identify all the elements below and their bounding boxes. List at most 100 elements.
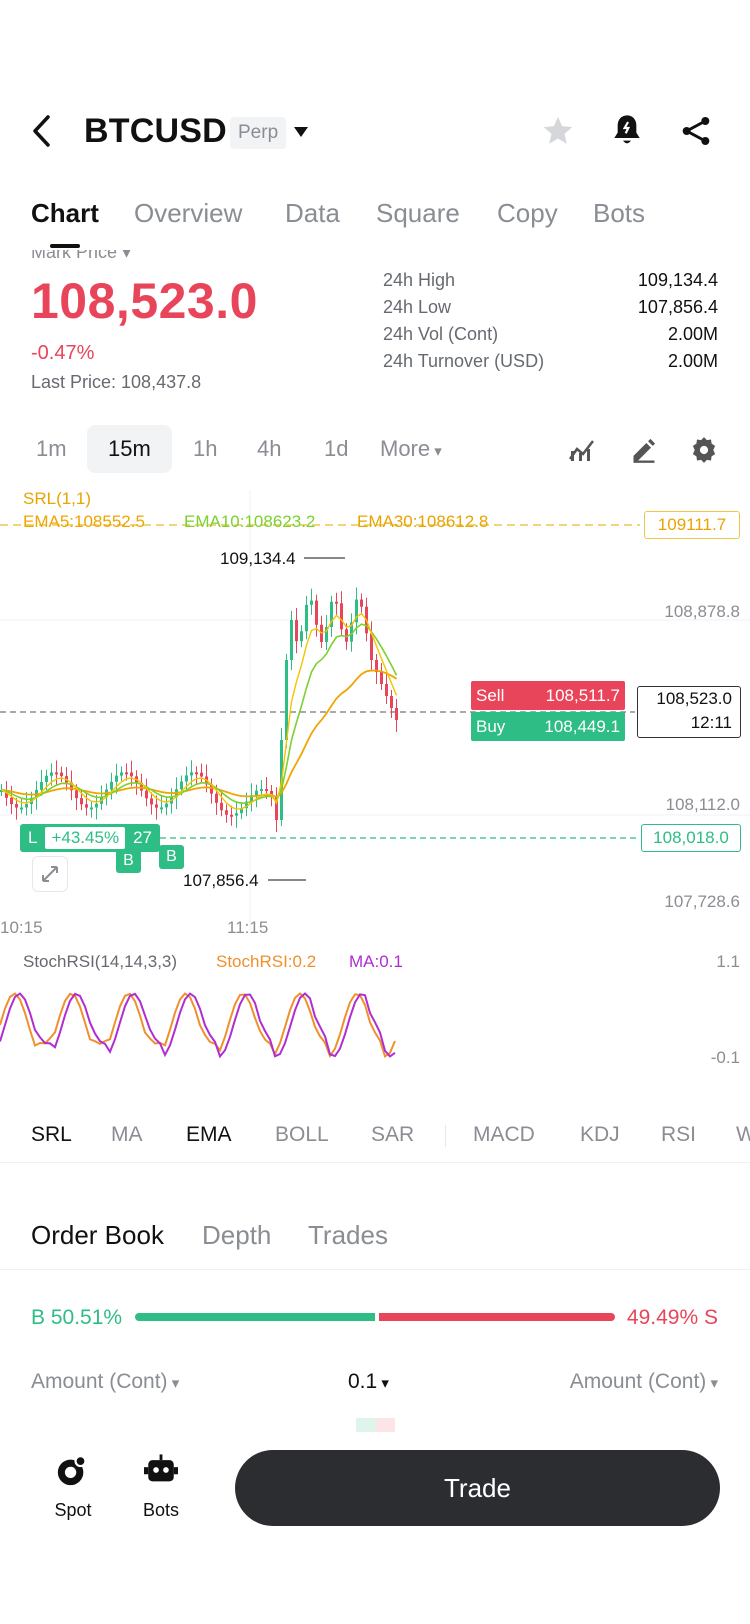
ema10-label: EMA10:108623.2 (184, 512, 316, 531)
stat-label-vol: 24h Vol (Cont) (383, 324, 499, 344)
tab-square[interactable]: Square (376, 198, 460, 228)
tab-trades[interactable]: Trades (308, 1220, 388, 1250)
bell-icon[interactable] (611, 112, 643, 148)
tab-overview[interactable]: Overview (134, 198, 243, 228)
indicator-tab-ema[interactable]: EMA (186, 1123, 232, 1146)
tab-bots[interactable]: Bots (593, 198, 646, 228)
indicator-tab-rsi[interactable]: RSI (661, 1123, 697, 1146)
candle-body (260, 789, 263, 792)
candle-body (15, 804, 18, 808)
spot-icon[interactable] (55, 1454, 89, 1488)
interval-more[interactable]: More ▾ (380, 436, 442, 462)
tab-depth[interactable]: Depth (202, 1220, 272, 1250)
chevron-down-icon[interactable] (293, 126, 309, 138)
candle-countdown: 12:11 (690, 713, 732, 732)
axis-label: 108,112.0 (665, 795, 740, 814)
draw-pencil-icon[interactable] (630, 436, 658, 464)
position-pnl: +43.45% (45, 827, 126, 849)
candle-body (130, 772, 133, 777)
tab-chart[interactable]: Chart (31, 198, 99, 228)
candle-body (185, 775, 188, 782)
buy-marker: B (159, 845, 184, 869)
stat-value-high: 109,134.4 (637, 270, 718, 290)
amount-left-selector[interactable]: Amount (Cont) ▾ (31, 1370, 179, 1394)
stat-label-high: 24h High (383, 270, 456, 290)
sell-tag[interactable]: Sell 108,511.7 (471, 681, 625, 710)
candle-body (330, 601, 333, 627)
candle-body (255, 790, 258, 796)
candle-body (275, 796, 278, 820)
candle-body (290, 620, 293, 660)
stochrsi-axis-bottom: -0.1 (710, 1048, 740, 1067)
interval-15m[interactable]: 15m (108, 436, 151, 461)
interval-1h[interactable]: 1h (193, 436, 218, 461)
spot-label[interactable]: Spot (54, 1500, 92, 1520)
expand-icon (42, 866, 58, 882)
last-price: Last Price: 108,437.8 (31, 372, 202, 392)
candle-body (300, 631, 303, 642)
srl-price-tag: 109111.7 (644, 511, 740, 539)
tab-order-book[interactable]: Order Book (31, 1220, 164, 1250)
low-price-label: 107,856.4 (183, 871, 259, 890)
bots-label[interactable]: Bots (142, 1500, 180, 1520)
axis-label: 107,728.6 (664, 892, 740, 911)
share-icon[interactable] (680, 114, 712, 148)
buy-tag-value: 108,449.1 (544, 717, 620, 736)
buy-ratio: B 50.51% (31, 1306, 123, 1329)
mark-price-label[interactable]: Mark Price ▾ (31, 250, 131, 263)
back-icon[interactable] (28, 113, 56, 149)
time-label: 11:15 (227, 918, 269, 937)
candle-body (315, 600, 318, 625)
interval-active-bg (87, 425, 172, 473)
candle-body (295, 620, 298, 642)
indicator-tab-macd[interactable]: MACD (473, 1123, 535, 1146)
settings-gear-icon[interactable] (690, 436, 718, 464)
price-chart[interactable]: SRL(1,1) EMA5:108552.5 EMA10:108623.2 EM… (0, 489, 750, 1110)
candle-body (305, 604, 308, 632)
amount-right-selector[interactable]: Amount (Cont) ▾ (570, 1370, 718, 1394)
stochrsi-label: StochRSI(14,14,3,3) (23, 952, 178, 971)
high-price-label: 109,134.4 (220, 549, 296, 568)
interval-4h[interactable]: 4h (257, 436, 282, 461)
candle-body (20, 807, 23, 810)
candle-body (25, 804, 28, 808)
indicator-tab-ma[interactable]: MA (111, 1123, 143, 1146)
buy-tag[interactable]: Buy 108,449.1 (471, 712, 625, 741)
expand-button[interactable] (32, 856, 68, 892)
symbol-title[interactable]: BTCUSD (84, 112, 227, 150)
axis-label: 108,878.8 (664, 602, 740, 621)
tab-data[interactable]: Data (285, 198, 340, 228)
interval-1d[interactable]: 1d (324, 436, 349, 461)
candle-body (45, 775, 48, 783)
candle-body (140, 782, 143, 791)
precision-selector[interactable]: 0.1 ▾ (348, 1370, 389, 1394)
candle-body (5, 790, 8, 798)
tab-copy[interactable]: Copy (497, 198, 558, 228)
indicator-tab-w[interactable]: W (736, 1123, 750, 1146)
candle-body (50, 772, 53, 776)
candle-body (195, 772, 198, 775)
chart-canvas[interactable] (0, 490, 750, 1110)
divider (0, 1269, 750, 1270)
indicator-tab-kdj[interactable]: KDJ (580, 1123, 620, 1146)
position-tag[interactable]: L +43.45% 27 (20, 824, 160, 852)
candle-body (310, 600, 313, 605)
candle-body (0, 790, 3, 792)
indicator-tab-boll[interactable]: BOLL (275, 1123, 329, 1146)
interval-1m[interactable]: 1m (36, 436, 67, 461)
caret-down-icon: ▾ (377, 1375, 389, 1392)
trade-button[interactable]: Trade (235, 1450, 720, 1526)
indicator-icon[interactable] (568, 437, 596, 463)
ema30-line (1, 669, 397, 798)
candle-body (110, 781, 113, 790)
candle-body (285, 660, 288, 740)
candle-body (190, 772, 193, 776)
star-icon[interactable] (541, 114, 575, 148)
candle-body (250, 795, 253, 802)
indicator-tab-sar[interactable]: SAR (371, 1123, 415, 1146)
bots-icon[interactable] (144, 1453, 178, 1487)
indicator-tab-srl[interactable]: SRL (31, 1123, 72, 1146)
buy-tag-label: Buy (476, 717, 506, 736)
stat-value-low: 107,856.4 (637, 297, 718, 317)
candle-body (345, 629, 348, 642)
